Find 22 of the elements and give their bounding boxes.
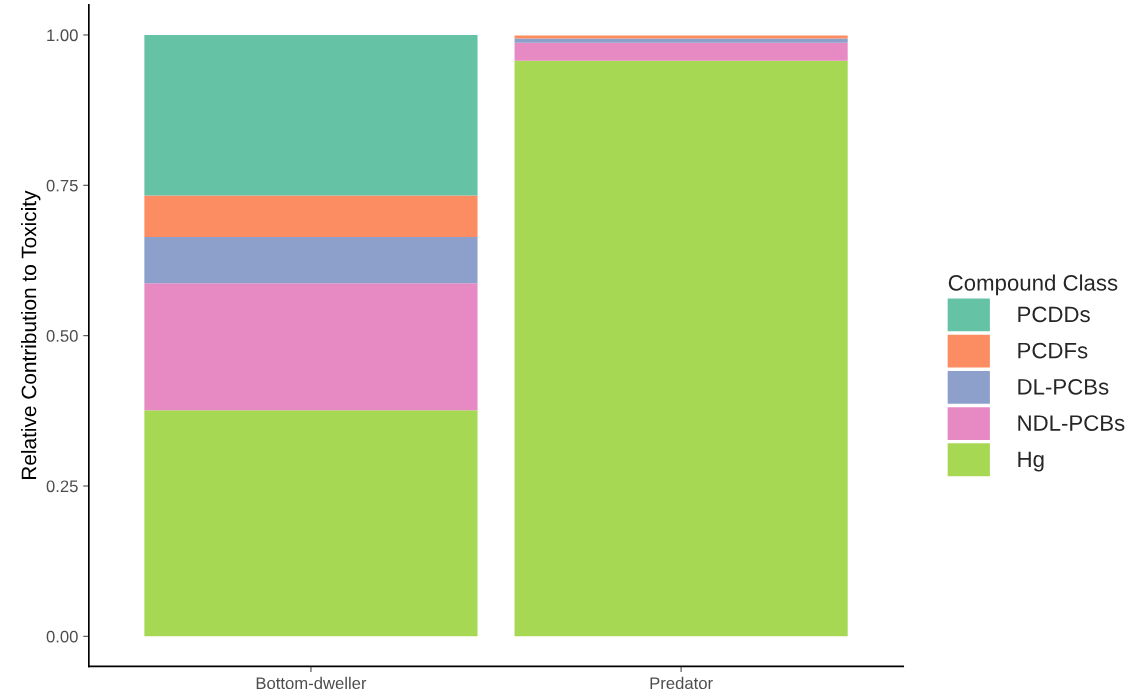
y-tick-label: 0.75: [46, 179, 78, 192]
bar: [514, 35, 848, 39]
legend-label: DL-PCBs: [1018, 378, 1109, 395]
y-tick-label: 0.25: [46, 480, 78, 493]
bar: [144, 237, 478, 284]
bar: [144, 195, 478, 238]
bar: [514, 42, 848, 61]
legend-label: Hg: [1018, 451, 1044, 472]
bar: [514, 38, 848, 43]
y-tick-label: 0.00: [46, 630, 78, 643]
x-tick-label: Bottom-dweller: [256, 676, 367, 690]
y-tick-label: 1.00: [47, 29, 78, 42]
legend-title: Compound Class: [948, 274, 1118, 296]
y-tick-label: 0.50: [46, 330, 78, 342]
bar: [144, 283, 478, 411]
legend-label: PCDDs: [1018, 306, 1090, 323]
x-tick-label: Predator: [650, 676, 713, 690]
legend-label: NDL-PCBs: [1018, 415, 1125, 431]
y-axis-title: Relative Contribution to Toxicity: [21, 190, 41, 480]
legend-label: PCDFs: [1018, 342, 1088, 359]
bar: [144, 34, 478, 196]
bar: [144, 410, 478, 637]
